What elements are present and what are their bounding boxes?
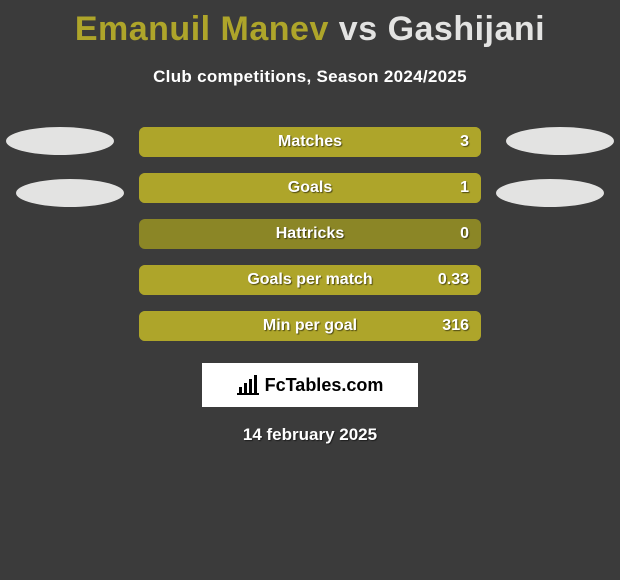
vs-separator: vs <box>329 10 388 48</box>
stat-row-goals-per-match: Goals per match 0.33 <box>139 265 481 295</box>
bar-chart-icon <box>237 375 259 395</box>
stat-bar-fill <box>139 265 481 295</box>
decorative-ellipse-left-1 <box>6 127 114 155</box>
stat-row-matches: Matches 3 <box>139 127 481 157</box>
stat-row-hattricks: Hattricks 0 <box>139 219 481 249</box>
stat-bar-fill <box>139 311 481 341</box>
snapshot-date: 14 february 2025 <box>0 425 620 445</box>
decorative-ellipse-right-1 <box>506 127 614 155</box>
stat-bar-fill <box>139 173 481 203</box>
player2-name: Gashijani <box>388 10 546 48</box>
subtitle: Club competitions, Season 2024/2025 <box>0 67 620 87</box>
decorative-ellipse-left-2 <box>16 179 124 207</box>
comparison-title: Emanuil Manev vs Gashijani <box>0 0 620 49</box>
logo-text: FcTables.com <box>265 375 384 396</box>
player1-name: Emanuil Manev <box>75 10 329 48</box>
fctables-logo[interactable]: FcTables.com <box>202 363 418 407</box>
stat-bar-fill <box>139 127 481 157</box>
decorative-ellipse-right-2 <box>496 179 604 207</box>
stats-chart: Matches 3 Goals 1 Hattricks 0 Goals per … <box>0 127 620 341</box>
stat-value: 0 <box>460 219 469 249</box>
stat-label: Hattricks <box>139 219 481 249</box>
stat-row-min-per-goal: Min per goal 316 <box>139 311 481 341</box>
stat-row-goals: Goals 1 <box>139 173 481 203</box>
